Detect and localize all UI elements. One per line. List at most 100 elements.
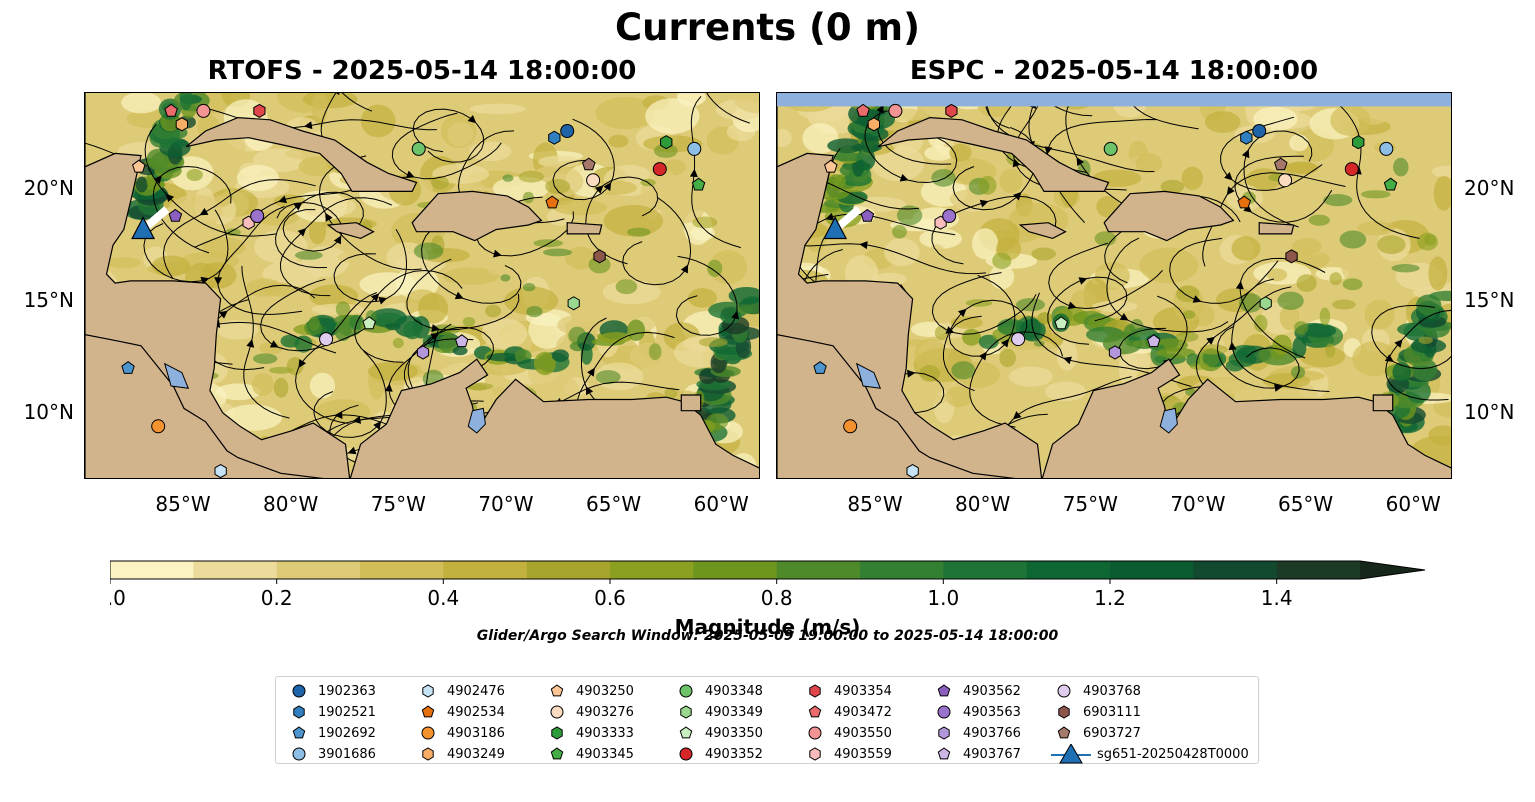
current-core-patch	[1303, 323, 1337, 338]
float-marker[interactable]	[132, 159, 146, 173]
legend-symbol-icon[interactable]	[679, 684, 693, 698]
legend-symbol-icon[interactable]	[938, 726, 950, 740]
legend-symbol-icon[interactable]	[809, 684, 821, 698]
rtofs-map-panel[interactable]	[84, 92, 760, 479]
legend-symbol-icon[interactable]	[937, 705, 951, 719]
float-marker[interactable]	[856, 103, 870, 117]
float-marker[interactable]	[548, 130, 561, 145]
float-marker[interactable]	[1054, 316, 1068, 330]
y-tick-label: 15°N	[1464, 288, 1515, 313]
float-marker[interactable]	[843, 419, 858, 434]
float-marker[interactable]	[560, 124, 575, 138]
float-marker[interactable]	[545, 195, 559, 209]
float-marker[interactable]	[567, 296, 580, 311]
legend-symbol-icon[interactable]	[937, 684, 951, 697]
float-marker[interactable]	[1252, 124, 1267, 138]
rtofs-map-svg	[85, 93, 759, 478]
float-marker[interactable]	[416, 345, 430, 360]
float-marker[interactable]	[1379, 141, 1394, 156]
float-marker[interactable]	[582, 157, 596, 171]
legend-symbol-icon[interactable]	[292, 726, 306, 739]
float-marker[interactable]	[1011, 332, 1026, 347]
float-marker[interactable]	[813, 361, 827, 374]
legend-symbol-icon[interactable]	[680, 705, 692, 719]
float-marker[interactable]	[1285, 249, 1298, 264]
float-marker[interactable]	[253, 103, 266, 118]
float-marker[interactable]	[942, 209, 957, 223]
glider-marker[interactable]	[823, 216, 848, 240]
espc-map-svg	[777, 93, 1451, 478]
legend-symbol-icon[interactable]	[292, 684, 306, 698]
legend-symbol-icon[interactable]	[679, 726, 693, 739]
float-marker[interactable]	[1383, 177, 1398, 191]
float-marker[interactable]	[593, 249, 606, 264]
streamline-arrow	[219, 310, 228, 319]
speed-patch	[1292, 238, 1322, 255]
float-marker[interactable]	[121, 361, 135, 374]
float-marker[interactable]	[455, 334, 469, 348]
colorbar-segment	[110, 561, 194, 579]
glider-marker[interactable]	[131, 216, 156, 240]
float-marker[interactable]	[151, 419, 166, 434]
float-marker[interactable]	[824, 159, 838, 173]
speed-patch	[951, 361, 976, 380]
float-marker[interactable]	[411, 141, 426, 156]
legend-symbol-icon[interactable]	[550, 747, 564, 760]
float-marker[interactable]	[168, 208, 183, 222]
legend-symbol-icon[interactable]	[421, 726, 435, 740]
float-marker[interactable]	[945, 103, 958, 118]
float-marker[interactable]	[164, 103, 178, 117]
float-marker[interactable]	[691, 177, 706, 191]
float-marker[interactable]	[1103, 141, 1118, 156]
legend-symbol-icon[interactable]	[679, 747, 693, 761]
float-marker[interactable]	[867, 117, 880, 132]
float-marker[interactable]	[687, 141, 702, 156]
legend-symbol-icon[interactable]	[809, 747, 821, 761]
legend-symbol-icon[interactable]	[293, 705, 305, 719]
legend-symbol-icon[interactable]	[422, 747, 434, 761]
float-marker[interactable]	[214, 464, 227, 478]
float-marker[interactable]	[1344, 162, 1359, 177]
legend-symbol-icon[interactable]	[808, 726, 822, 740]
float-marker[interactable]	[1352, 135, 1365, 150]
float-marker[interactable]	[1237, 195, 1251, 209]
float-marker[interactable]	[906, 464, 919, 478]
colorbar-tick-label: 0.6	[594, 586, 626, 610]
float-marker[interactable]	[1147, 334, 1161, 348]
legend-symbol-icon[interactable]	[1058, 705, 1070, 719]
legend-symbol-icon[interactable]	[421, 705, 435, 718]
speed-patch	[692, 216, 718, 229]
legend-symbol-icon[interactable]	[1057, 684, 1071, 698]
float-marker[interactable]	[1240, 130, 1253, 145]
float-marker[interactable]	[250, 209, 265, 223]
speed-patch	[883, 238, 920, 267]
speed-patch	[627, 227, 651, 237]
colorbar-segment	[443, 561, 528, 579]
legend-symbol-icon[interactable]	[292, 747, 306, 761]
legend-symbol-icon[interactable]	[808, 705, 822, 718]
speed-patch	[1170, 112, 1207, 144]
speed-patch	[1332, 299, 1356, 310]
legend-symbol-icon[interactable]	[550, 684, 564, 697]
float-marker[interactable]	[586, 173, 601, 188]
float-marker[interactable]	[1259, 296, 1272, 311]
float-marker[interactable]	[860, 208, 875, 222]
legend-symbol-icon[interactable]	[1057, 726, 1071, 739]
speed-patch	[688, 288, 717, 308]
float-marker[interactable]	[319, 332, 334, 347]
float-marker[interactable]	[660, 135, 673, 150]
legend-symbol-icon[interactable]	[551, 726, 563, 740]
legend-item: 1902692	[286, 723, 376, 743]
legend-symbol-icon[interactable]	[550, 705, 564, 719]
float-marker[interactable]	[652, 162, 667, 177]
float-marker[interactable]	[1108, 345, 1122, 360]
float-marker[interactable]	[1274, 157, 1288, 171]
legend-symbol-icon[interactable]	[937, 747, 951, 760]
float-marker[interactable]	[362, 316, 376, 330]
espc-map-panel[interactable]	[776, 92, 1452, 479]
float-marker[interactable]	[888, 103, 903, 118]
legend-symbol-icon[interactable]	[422, 684, 434, 698]
float-marker[interactable]	[175, 117, 188, 132]
float-marker[interactable]	[196, 103, 211, 118]
float-marker[interactable]	[1278, 173, 1293, 188]
